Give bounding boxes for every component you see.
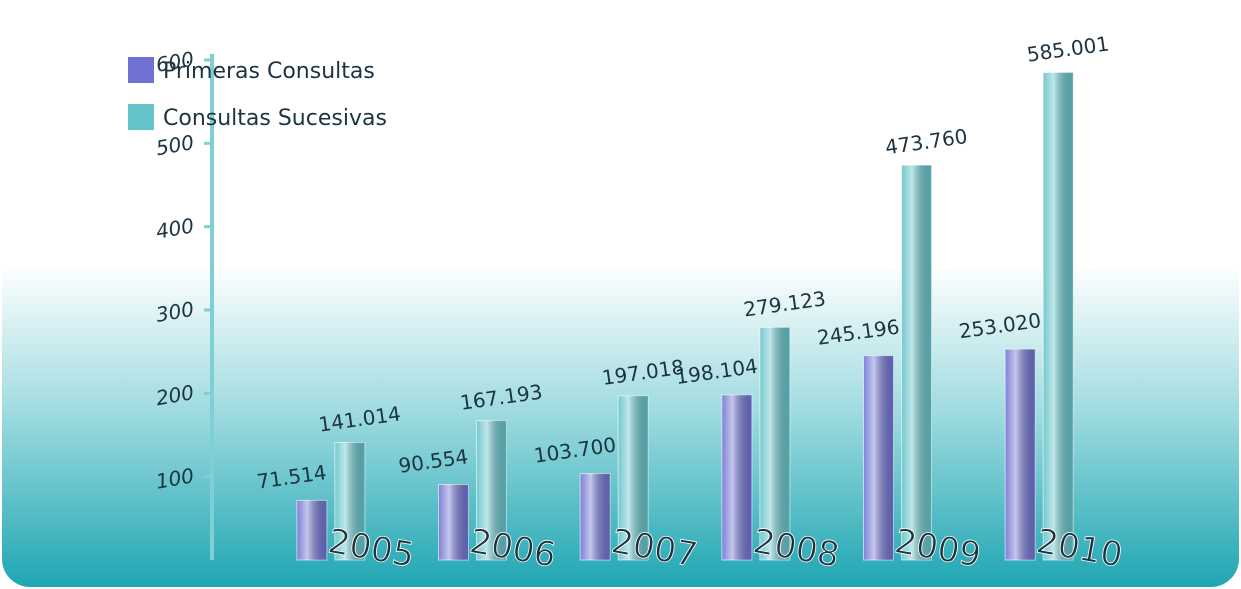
bar-shine [334, 442, 365, 560]
bar-shine [438, 484, 469, 560]
bar-shine [296, 500, 327, 560]
legend-label: Primeras Consultas [163, 59, 375, 84]
bar-shine [580, 473, 611, 560]
bar-shine [1005, 349, 1036, 560]
bar-shine [1043, 72, 1074, 560]
legend-label: Consultas Sucesivas [163, 106, 387, 131]
bar-shine [863, 355, 894, 560]
legend-swatch [128, 57, 154, 83]
bar-shine [476, 420, 507, 560]
bar-shine [618, 395, 649, 560]
bar-shine [759, 327, 790, 560]
bar-shine [721, 394, 752, 560]
bar-shine [901, 165, 932, 560]
legend-swatch [128, 104, 154, 130]
